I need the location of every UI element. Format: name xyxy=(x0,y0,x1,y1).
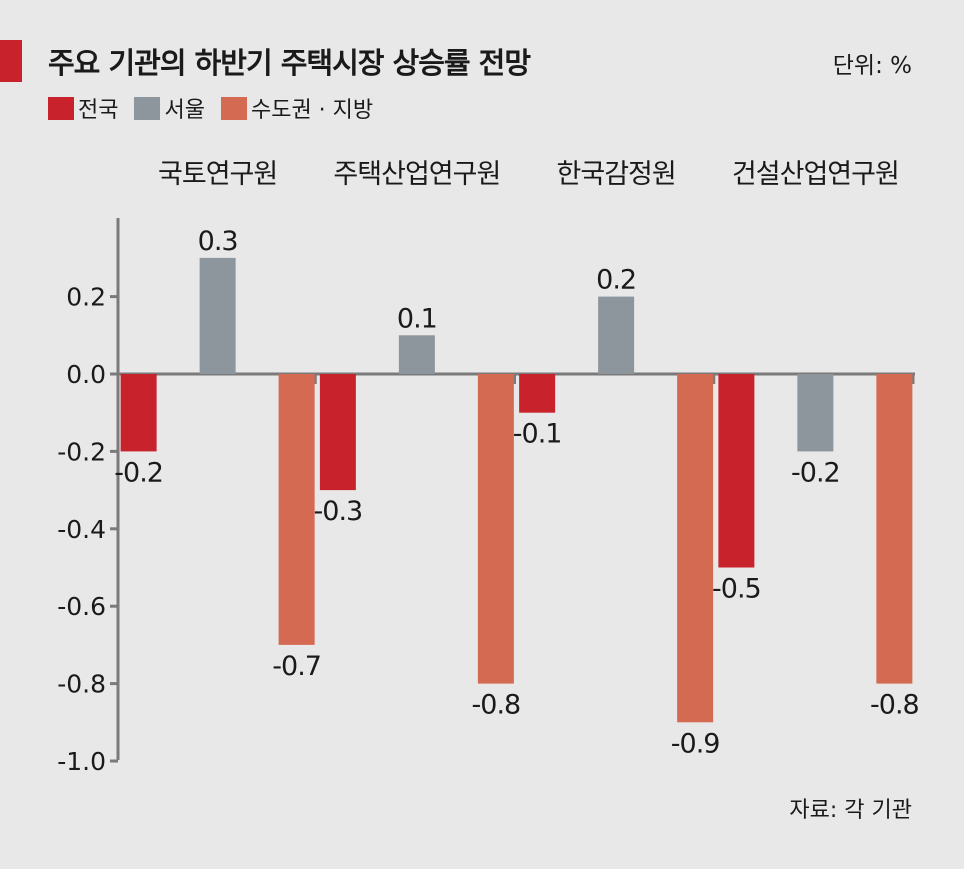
source-note: 자료: 각 기관 xyxy=(789,798,912,823)
category-label: 주택산업연구원 xyxy=(333,159,500,190)
bar xyxy=(199,257,236,374)
category-label: 국토연구원 xyxy=(158,159,277,190)
y-tick-label: -1.0 xyxy=(57,747,106,776)
y-tick-label: -0.2 xyxy=(57,437,106,466)
legend-label-seoul: 서울 xyxy=(164,98,205,123)
bar-value-label: -0.5 xyxy=(712,574,761,605)
y-tick-label: -0.4 xyxy=(57,515,106,544)
bar xyxy=(797,374,834,452)
bar-value-label: 0.1 xyxy=(397,303,437,334)
y-tick-label: 0.0 xyxy=(66,360,106,389)
bar xyxy=(598,296,635,374)
unit-label: 단위: % xyxy=(832,53,912,79)
accent-bar xyxy=(0,40,22,82)
legend-swatch-metro-local xyxy=(220,96,247,120)
legend: 전국 서울 수도권 · 지방 xyxy=(48,92,389,124)
bar-value-label: -0.3 xyxy=(314,496,363,527)
category-label: 건설산업연구원 xyxy=(732,159,899,190)
bar xyxy=(519,374,556,413)
legend-swatch-seoul xyxy=(134,96,161,120)
bar-value-label: -0.1 xyxy=(513,419,562,450)
bar xyxy=(718,374,755,568)
legend-item-seoul: 서울 xyxy=(134,92,205,124)
y-tick-label: 0.2 xyxy=(66,283,106,312)
bar-value-label: -0.2 xyxy=(791,457,840,488)
bar xyxy=(319,374,356,491)
legend-swatch-national xyxy=(48,96,74,120)
bar-value-label: -0.2 xyxy=(114,457,163,488)
legend-item-national: 전국 xyxy=(48,92,118,124)
legend-label-metro-local: 수도권 · 지방 xyxy=(250,98,374,123)
bar xyxy=(677,374,714,723)
y-tick-label: -0.6 xyxy=(57,592,106,621)
bar xyxy=(278,374,315,645)
bar-value-label: -0.7 xyxy=(272,651,321,682)
bar xyxy=(120,374,157,452)
bar-value-label: 0.2 xyxy=(596,265,636,296)
bar-value-label: -0.9 xyxy=(671,728,720,759)
legend-item-metro-local: 수도권 · 지방 xyxy=(220,92,374,124)
bar xyxy=(477,374,514,684)
bar-value-label: 0.3 xyxy=(198,226,238,257)
bar-value-label: -0.8 xyxy=(870,690,919,721)
category-label: 한국감정원 xyxy=(557,159,676,190)
bar xyxy=(398,335,435,374)
chart-title: 주요 기관의 하반기 주택시장 상승률 전망 xyxy=(48,46,531,80)
legend-label-national: 전국 xyxy=(78,98,119,123)
bar xyxy=(876,374,913,684)
y-tick-label: -0.8 xyxy=(57,670,106,699)
bar-value-label: -0.8 xyxy=(472,690,521,721)
